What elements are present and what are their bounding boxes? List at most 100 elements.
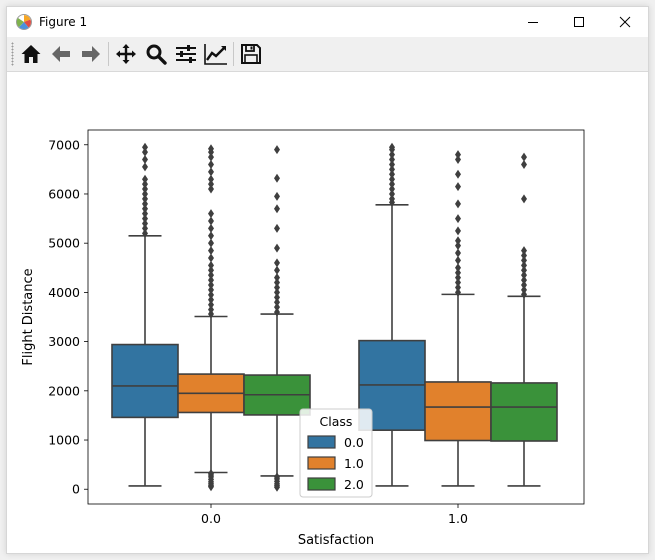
maximize-icon [574, 17, 584, 27]
outlier-point [142, 199, 148, 209]
matplotlib-logo-icon [16, 14, 32, 30]
outlier-point [208, 184, 214, 194]
outlier-point [389, 184, 395, 194]
outlier-point [455, 182, 461, 192]
outlier-point [521, 250, 527, 260]
window-title: Figure 1 [39, 15, 88, 29]
outlier-point [274, 258, 280, 268]
outlier-point [274, 223, 280, 233]
outlier-point [455, 273, 461, 283]
outlier-point [208, 265, 214, 275]
outlier-point [455, 169, 461, 179]
outlier-point [455, 241, 461, 251]
outlier-point [389, 194, 395, 204]
outlier-point [521, 265, 527, 275]
forward-button[interactable] [76, 40, 106, 68]
back-button[interactable] [46, 40, 76, 68]
edit-axes-button[interactable] [201, 40, 231, 68]
legend-label: 1.0 [344, 456, 364, 471]
y-tick-label: 2000 [48, 383, 80, 398]
minimize-icon [528, 22, 538, 23]
outlier-point [208, 290, 214, 300]
move-icon [116, 44, 136, 64]
zoom-button[interactable] [141, 40, 171, 68]
outlier-point [455, 287, 461, 297]
outlier-point [521, 194, 527, 204]
outlier-point [208, 285, 214, 295]
title-bar: Figure 1 [7, 7, 648, 37]
outlier-point [389, 189, 395, 199]
outlier-point [208, 295, 214, 305]
outlier-point [455, 155, 461, 165]
legend-label: 0.0 [344, 435, 364, 450]
outlier-point [274, 243, 280, 253]
outlier-point [521, 255, 527, 265]
outlier-point [208, 223, 214, 233]
toolbar-separator [233, 42, 234, 66]
outlier-point [274, 145, 280, 155]
y-tick-label: 7000 [48, 137, 80, 152]
outlier-point [389, 155, 395, 165]
outlier-point [208, 305, 214, 315]
figure-canvas[interactable]: 0 1000 2000 3000 4000 5000 6000 7000 0.0 1.0 Satis… [7, 72, 648, 553]
outlier-point [208, 152, 214, 162]
outlier-point [208, 260, 214, 270]
search-icon [146, 44, 167, 65]
outlier-point [142, 223, 148, 233]
outlier-point [274, 287, 280, 297]
outlier-point [142, 162, 148, 172]
outlier-point [208, 167, 214, 177]
outlier-point [208, 280, 214, 290]
y-tick-label: 3000 [48, 334, 80, 349]
outlier-point [208, 144, 214, 154]
outlier-point [274, 278, 280, 288]
outlier-point [455, 236, 461, 246]
outlier-point [142, 189, 148, 199]
outlier-point [389, 142, 395, 152]
outlier-point [521, 152, 527, 162]
y-tick-label: 4000 [48, 285, 80, 300]
arrow-left-icon [52, 46, 70, 62]
arrow-right-icon [82, 46, 100, 62]
outlier-point [208, 174, 214, 184]
legend-box [299, 408, 373, 498]
pan-button[interactable] [111, 40, 141, 68]
outlier-point [389, 159, 395, 169]
outlier-point [521, 270, 527, 280]
save-button[interactable] [236, 40, 266, 68]
legend-swatch [307, 456, 336, 470]
y-axis-label: Flight Distance [21, 268, 36, 365]
maximize-button[interactable] [556, 7, 602, 37]
boxplot-chart: 0 1000 2000 3000 4000 5000 6000 7000 0.0 1.0 Satis… [21, 129, 585, 548]
minimize-button[interactable] [510, 7, 556, 37]
outlier-point [208, 300, 214, 310]
outlier-point [142, 179, 148, 189]
line-chart-icon [204, 44, 227, 65]
subplots-button[interactable] [171, 40, 201, 68]
outlier-point [274, 265, 280, 275]
outlier-point [274, 292, 280, 302]
outlier-point [142, 204, 148, 214]
home-button[interactable] [16, 40, 46, 68]
x-tick-label: 1.0 [448, 511, 468, 526]
outlier-point [389, 150, 395, 160]
outlier-point [208, 270, 214, 280]
outlier-point [521, 280, 527, 290]
sliders-icon [176, 45, 196, 63]
outlier-point [208, 179, 214, 189]
outlier-point [208, 209, 214, 219]
outlier-point [142, 209, 148, 219]
outlier-point [142, 214, 148, 224]
y-tick-label: 5000 [48, 236, 80, 251]
close-button[interactable] [602, 7, 648, 37]
legend-label: 2.0 [344, 477, 364, 492]
outlier-point [455, 278, 461, 288]
outlier-point [455, 263, 461, 273]
outlier-point [274, 307, 280, 317]
navigation-toolbar [7, 37, 648, 72]
outlier-point [274, 302, 280, 312]
x-axis-label: Satisfaction [298, 533, 374, 548]
outlier-point [274, 204, 280, 214]
outlier-point [208, 275, 214, 285]
box-series-1.0 [424, 381, 492, 442]
